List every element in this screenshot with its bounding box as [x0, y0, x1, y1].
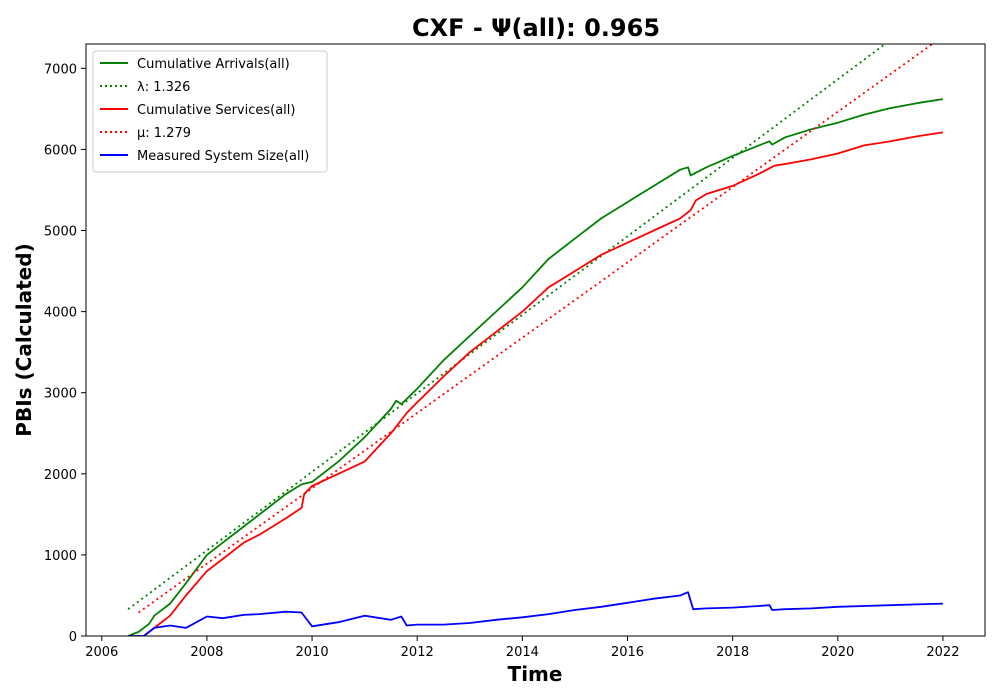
- legend-entry: λ: 1.326: [137, 80, 190, 95]
- y-tick-label: 5000: [44, 225, 77, 240]
- x-tick-label: 2016: [611, 645, 644, 660]
- legend-entry: Cumulative Services(all): [137, 103, 295, 118]
- y-tick-label: 7000: [44, 62, 77, 77]
- x-tick-label: 2012: [401, 645, 434, 660]
- legend-entry: Measured System Size(all): [137, 149, 309, 164]
- chart-title: CXF - Ψ(all): 0.965: [412, 14, 660, 42]
- x-tick-label: 2008: [190, 645, 223, 660]
- series-line-cumulative-services-all: [143, 131, 944, 636]
- x-tick-label: 2020: [821, 645, 854, 660]
- x-tick-label: 2018: [716, 645, 749, 660]
- legend-box: [92, 50, 328, 173]
- x-tick-label: 2006: [85, 645, 118, 660]
- y-tick-label: 1000: [44, 549, 77, 564]
- legend: Cumulative Arrivals(all) λ: 1.326 Cumulati…: [92, 50, 328, 173]
- series-line-cumulative-arrivals-all: [127, 98, 944, 636]
- y-tick-label: 0: [69, 630, 77, 645]
- legend-entry: μ: 1.279: [137, 126, 191, 141]
- series-line-1-326: [127, 44, 886, 610]
- y-tick-label: 2000: [44, 468, 77, 483]
- x-axis-label: Time: [508, 662, 563, 686]
- y-axis-label: PBIs (Calculated): [12, 243, 36, 436]
- y-tick-label: 4000: [44, 306, 77, 321]
- plot-frame: [85, 43, 986, 637]
- x-tick-label: 2014: [506, 645, 539, 660]
- x-tick-label: 2010: [296, 645, 329, 660]
- series-line-measured-system-size-all: [128, 591, 943, 636]
- y-tick-label: 6000: [44, 143, 77, 158]
- x-tick-label: 2022: [926, 645, 959, 660]
- legend-entry: Cumulative Arrivals(all): [137, 57, 290, 72]
- y-tick-label: 3000: [44, 387, 77, 402]
